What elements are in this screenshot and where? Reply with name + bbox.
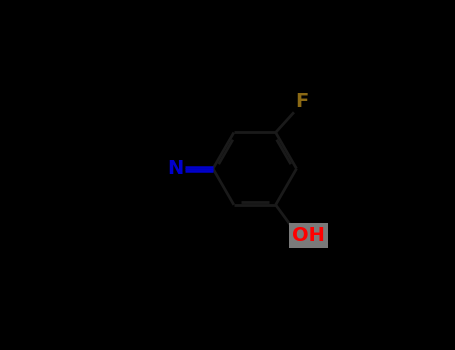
- Text: F: F: [295, 92, 308, 111]
- Text: OH: OH: [292, 226, 325, 245]
- Text: N: N: [167, 159, 183, 178]
